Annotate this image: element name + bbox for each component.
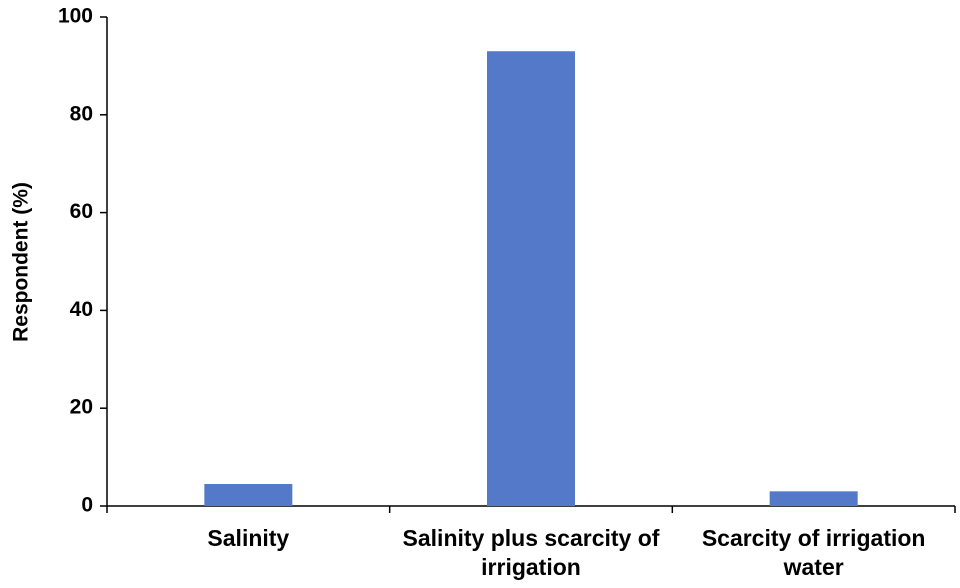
y-axis-title: Respondent (%) [10, 182, 33, 342]
bar [487, 51, 575, 506]
x-tick-label: Salinity [207, 525, 290, 551]
x-tick-label: Scarcity of irrigation water [701, 525, 926, 580]
y-tick-label: 20 [70, 396, 93, 419]
x-tick-label: Salinity plus scarcity of irrigation [402, 525, 660, 580]
bar [769, 491, 858, 506]
y-tick-label: 60 [70, 200, 93, 223]
bar [204, 483, 293, 506]
y-tick-label: 100 [58, 5, 93, 28]
y-tick-label: 80 [70, 102, 93, 125]
y-tick-label: 0 [81, 494, 93, 517]
y-tick-label: 40 [70, 298, 93, 321]
